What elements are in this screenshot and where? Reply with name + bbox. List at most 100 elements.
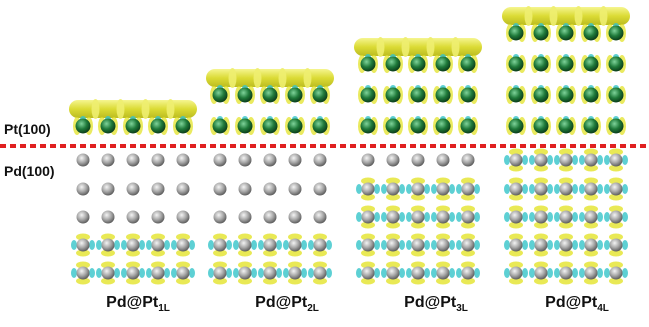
charge-lobe bbox=[381, 240, 387, 250]
pd-atom bbox=[361, 153, 375, 167]
charge-lobe bbox=[597, 268, 603, 278]
charge-lobe bbox=[189, 240, 195, 250]
pd-atom bbox=[101, 238, 115, 252]
charge-lobe bbox=[604, 212, 610, 222]
pt-atom bbox=[558, 25, 574, 41]
charge-lobe bbox=[554, 212, 560, 222]
charge-lobe bbox=[559, 233, 573, 241]
pt-atom bbox=[360, 87, 376, 103]
charge-lobe bbox=[504, 155, 510, 165]
pd-atom bbox=[534, 210, 548, 224]
charge-lobe bbox=[114, 240, 120, 250]
pd-atom bbox=[101, 182, 115, 196]
pd-atom bbox=[151, 210, 165, 224]
charge-lobe bbox=[301, 240, 307, 250]
pd-atom bbox=[288, 238, 302, 252]
charge-lobe bbox=[509, 221, 523, 229]
charge-lobe bbox=[529, 155, 535, 165]
charge-lobe bbox=[609, 205, 623, 213]
pd-atom bbox=[361, 238, 375, 252]
charge-lobe bbox=[572, 184, 578, 194]
charge-lobe bbox=[509, 193, 523, 201]
pt-atom bbox=[212, 118, 228, 134]
pt-atom bbox=[435, 87, 451, 103]
charge-lobe bbox=[263, 249, 277, 257]
charge-lobe bbox=[356, 268, 362, 278]
charge-lobe bbox=[288, 277, 302, 285]
charge-lobe bbox=[554, 268, 560, 278]
pt-atom bbox=[533, 118, 549, 134]
charge-lobe bbox=[534, 193, 548, 201]
charge-lobe bbox=[356, 184, 362, 194]
charge-lobe bbox=[263, 261, 277, 269]
charge-lobe bbox=[436, 249, 450, 257]
charge-lobe bbox=[584, 233, 598, 241]
pd-atom bbox=[436, 182, 450, 196]
charge-lobe bbox=[584, 261, 598, 269]
charge-lobe bbox=[559, 205, 573, 213]
pt-surface-label: Pt(100) bbox=[4, 121, 51, 137]
charge-lobe bbox=[474, 212, 480, 222]
charge-lobe bbox=[121, 240, 127, 250]
charge-lobe bbox=[449, 268, 455, 278]
pt-atom bbox=[237, 118, 253, 134]
charge-lobe bbox=[76, 277, 90, 285]
charge-lobe bbox=[386, 205, 400, 213]
pt-atom bbox=[508, 87, 524, 103]
charge-lobe bbox=[386, 277, 400, 285]
pd-atom bbox=[584, 266, 598, 280]
charge-lobe bbox=[278, 68, 287, 88]
charge-lobe bbox=[253, 68, 262, 88]
pd-atom bbox=[151, 153, 165, 167]
charge-lobe bbox=[399, 184, 405, 194]
pd-atom bbox=[436, 210, 450, 224]
pd-atom bbox=[609, 182, 623, 196]
charge-lobe bbox=[399, 212, 405, 222]
pd-atom bbox=[559, 266, 573, 280]
charge-lobe bbox=[559, 164, 573, 172]
charge-lobe bbox=[609, 148, 623, 156]
charge-lobe bbox=[559, 261, 573, 269]
pd-atom bbox=[176, 210, 190, 224]
pd-atom bbox=[509, 266, 523, 280]
charge-lobe bbox=[116, 99, 125, 119]
pd-atom bbox=[559, 238, 573, 252]
charge-lobe bbox=[238, 249, 252, 257]
charge-lobe bbox=[141, 99, 150, 119]
charge-lobe bbox=[146, 240, 152, 250]
charge-lobe bbox=[126, 277, 140, 285]
pt-atom bbox=[608, 56, 624, 72]
charge-lobe bbox=[361, 193, 375, 201]
charge-lobe bbox=[554, 155, 560, 165]
pt-atom bbox=[533, 87, 549, 103]
pt-atom bbox=[583, 87, 599, 103]
charge-lobe bbox=[303, 68, 312, 88]
pt-atom bbox=[583, 118, 599, 134]
charge-lobe bbox=[597, 240, 603, 250]
pt-atom bbox=[508, 56, 524, 72]
pt-atom bbox=[125, 118, 141, 134]
charge-lobe bbox=[436, 177, 450, 185]
charge-lobe bbox=[226, 240, 232, 250]
charge-lobe bbox=[436, 277, 450, 285]
pd-atom bbox=[76, 266, 90, 280]
charge-lobe bbox=[584, 205, 598, 213]
charge-lobe bbox=[522, 240, 528, 250]
charge-lobe bbox=[151, 233, 165, 241]
charge-lobe bbox=[126, 249, 140, 257]
surface-charge-band bbox=[69, 100, 197, 118]
charge-lobe bbox=[91, 99, 100, 119]
pt-atom bbox=[385, 118, 401, 134]
pd-atom bbox=[263, 266, 277, 280]
pt-atom bbox=[533, 56, 549, 72]
charge-lobe bbox=[386, 193, 400, 201]
charge-lobe bbox=[456, 268, 462, 278]
charge-lobe bbox=[461, 177, 475, 185]
charge-lobe bbox=[313, 277, 327, 285]
charge-lobe bbox=[504, 184, 510, 194]
pt-atom bbox=[558, 118, 574, 134]
charge-lobe bbox=[151, 261, 165, 269]
charge-lobe bbox=[71, 240, 77, 250]
charge-lobe bbox=[406, 184, 412, 194]
pd-atom bbox=[213, 210, 227, 224]
